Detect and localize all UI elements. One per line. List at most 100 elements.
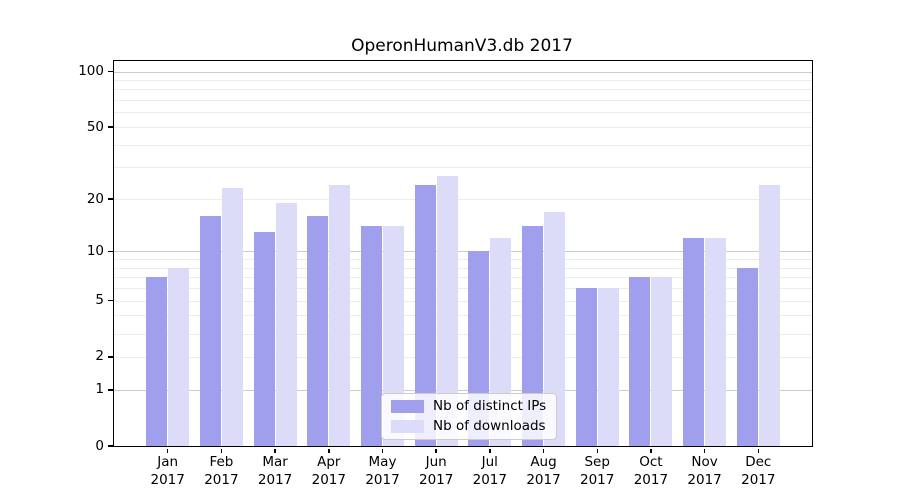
bar-downloads-aug: [544, 211, 565, 446]
x-tick-label-nov: Nov 2017: [673, 454, 737, 489]
bar-downloads-oct: [651, 277, 673, 446]
gridline-minor-5: [114, 300, 812, 302]
x-label-month-dec: Dec: [745, 454, 772, 470]
x-label-year-jul: 2017: [472, 471, 507, 488]
x-label-year-aug: 2017: [526, 471, 561, 488]
y-tick-label-2: 2: [95, 348, 104, 365]
x-tick-may: [381, 448, 384, 453]
legend-label-distinct-ips: Nb of distinct IPs: [433, 398, 547, 414]
legend-label-downloads: Nb of downloads: [433, 418, 546, 434]
x-label-month-may: May: [368, 454, 397, 470]
x-label-year-apr: 2017: [311, 471, 346, 488]
legend-swatch-distinct-ips: [391, 400, 424, 413]
legend: Nb of distinct IPs Nb of downloads: [381, 393, 558, 440]
x-label-month-apr: Apr: [317, 454, 341, 470]
x-tick-label-jun: Jun 2017: [404, 454, 468, 489]
bar-distinct-ips-jun: [414, 184, 436, 446]
bar-downloads-jan: [168, 267, 190, 446]
x-label-month-aug: Aug: [530, 454, 557, 470]
gridline-major-10: [114, 251, 812, 253]
x-tick-label-may: May 2017: [351, 454, 415, 489]
x-label-month-jul: Jul: [481, 454, 498, 470]
x-tick-jul: [489, 448, 491, 453]
gridline-minor-20: [114, 199, 812, 200]
x-label-year-may: 2017: [365, 471, 400, 488]
gridline-minor-70: [114, 100, 812, 102]
x-label-month-nov: Nov: [691, 454, 718, 470]
bar-distinct-ips-mar: [253, 231, 275, 446]
legend-item-downloads: Nb of downloads: [391, 419, 546, 434]
y-tick-label-10: 10: [86, 242, 104, 259]
gridline-minor-80: [114, 89, 812, 91]
x-tick-nov: [703, 448, 706, 453]
gridline-minor-50: [114, 127, 812, 128]
x-label-month-mar: Mar: [262, 454, 288, 470]
y-tick-label-5: 5: [95, 292, 104, 309]
gridline-minor-60: [114, 112, 812, 114]
bar-distinct-ips-nov: [683, 237, 705, 446]
y-tick-2: [108, 356, 113, 358]
x-tick-label-apr: Apr 2017: [297, 454, 361, 489]
bar-distinct-ips-oct: [629, 277, 651, 446]
bar-downloads-dec: [758, 184, 780, 446]
bar-downloads-sep: [597, 288, 619, 446]
x-label-month-jun: Jun: [425, 454, 447, 470]
bar-distinct-ips-dec: [736, 267, 758, 446]
bar-downloads-nov: [705, 237, 727, 446]
x-label-month-sep: Sep: [584, 454, 610, 470]
x-tick-sep: [596, 448, 598, 453]
plot-area: Nb of distinct IPs Nb of downloads 0 1 2 5 1…: [78, 60, 813, 488]
bar-distinct-ips-sep: [575, 288, 597, 446]
gridline-major-100: [114, 71, 812, 73]
x-tick-mar: [274, 448, 276, 453]
x-tick-label-oct: Oct 2017: [619, 454, 683, 489]
gridline-minor-8: [114, 267, 812, 269]
bar-downloads-may: [383, 226, 404, 446]
x-label-month-feb: Feb: [209, 454, 234, 470]
y-tick-label-50: 50: [86, 118, 104, 135]
bar-downloads-mar: [275, 202, 297, 446]
gridline-major-1: [114, 389, 812, 391]
x-label-year-jan: 2017: [150, 471, 185, 488]
bar-downloads-apr: [329, 184, 351, 446]
gridline-minor-9: [114, 259, 812, 261]
x-tick-label-jul: Jul 2017: [458, 454, 522, 489]
y-tick-label-1: 1: [95, 381, 104, 398]
bar-distinct-ips-feb: [199, 216, 221, 446]
x-label-year-oct: 2017: [633, 471, 669, 488]
bar-distinct-ips-may: [361, 226, 382, 446]
x-tick-label-mar: Mar 2017: [243, 454, 307, 489]
gridline-minor-7: [114, 277, 812, 279]
legend-item-distinct-ips: Nb of distinct IPs: [391, 399, 546, 414]
bar-downloads-jun: [436, 175, 458, 446]
gridline-minor-90: [114, 80, 812, 81]
x-label-year-sep: 2017: [580, 471, 615, 488]
x-label-month-oct: Oct: [639, 454, 663, 470]
chart-title: OperonHumanV3.db 2017: [351, 36, 573, 56]
bar-distinct-ips-jan: [146, 277, 168, 446]
x-tick-aug: [542, 448, 545, 453]
x-tick-label-jan: Jan 2017: [136, 454, 200, 489]
y-tick-1: [108, 389, 113, 391]
x-tick-feb: [220, 448, 223, 453]
x-label-year-mar: 2017: [257, 471, 293, 488]
bar-downloads-feb: [221, 188, 243, 446]
gridline-minor-30: [114, 167, 812, 169]
x-tick-label-dec: Dec 2017: [726, 454, 790, 489]
y-tick-50: [108, 126, 113, 128]
x-label-year-dec: 2017: [741, 471, 776, 488]
x-tick-oct: [650, 448, 652, 453]
gridline-minor-40: [114, 144, 812, 146]
x-label-year-nov: 2017: [687, 471, 722, 488]
y-tick-label-100: 100: [78, 63, 104, 79]
x-tick-dec: [757, 448, 760, 453]
x-tick-apr: [328, 448, 330, 453]
y-tick-100: [108, 70, 113, 73]
gridline-minor-2: [114, 356, 812, 358]
bar-distinct-ips-aug: [522, 226, 543, 446]
x-tick-label-aug: Aug 2017: [512, 454, 576, 489]
gridline-minor-3: [114, 333, 812, 335]
y-tick-label-0: 0: [95, 437, 104, 454]
legend-swatch-downloads: [391, 420, 424, 433]
